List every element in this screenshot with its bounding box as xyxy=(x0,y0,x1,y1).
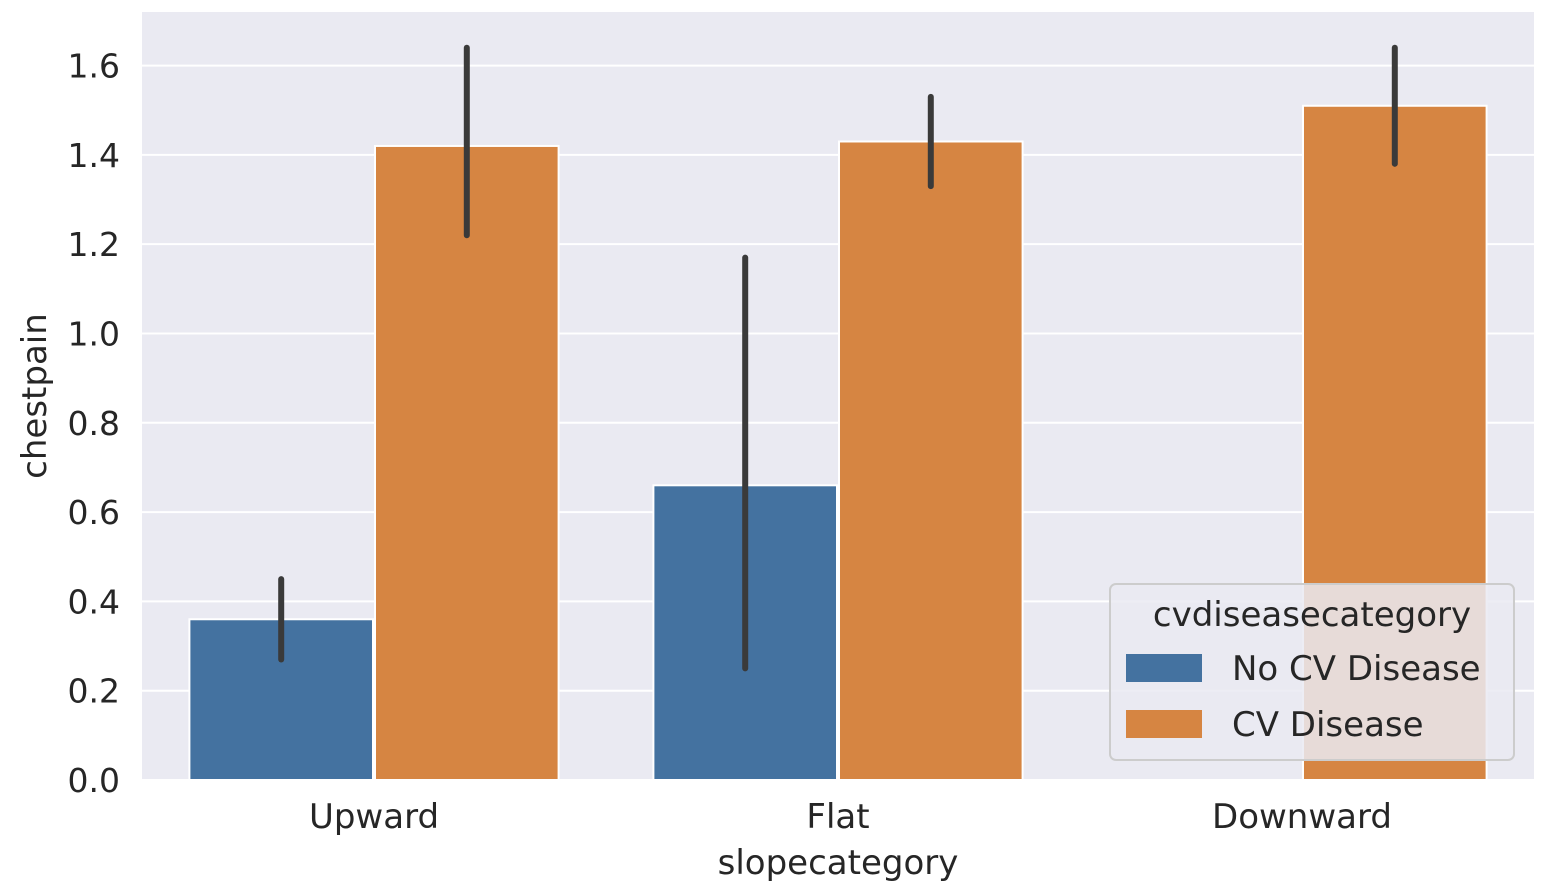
legend-swatch xyxy=(1126,710,1202,738)
error-bars xyxy=(278,44,1398,672)
legend-items: No CV Disease CV Disease xyxy=(1126,649,1481,745)
y-axis-ticks: 0.0 0.2 0.4 0.6 0.8 1.0 1.2 1.4 1.6 xyxy=(68,47,120,800)
legend: cvdiseasecategory No CV Disease CV Diseas… xyxy=(1109,583,1515,761)
legend-frame xyxy=(1109,583,1515,761)
y-tick-label: 1.0 xyxy=(68,314,120,353)
y-tick-label: 0.4 xyxy=(68,582,120,621)
legend-label: CV Disease xyxy=(1232,705,1424,745)
x-tick-label: Downward xyxy=(1212,797,1392,837)
y-tick-label: 1.6 xyxy=(68,47,120,86)
bar xyxy=(838,140,1024,782)
y-tick-label: 0.8 xyxy=(68,404,120,443)
y-tick-label: 1.4 xyxy=(68,136,120,175)
y-tick-label: 0.2 xyxy=(68,672,120,711)
y-tick-label: 1.2 xyxy=(68,225,120,264)
legend-title: cvdiseasecategory xyxy=(1153,595,1471,635)
y-axis-label: chestpain xyxy=(15,313,55,479)
y-tick-label: 0.6 xyxy=(68,493,120,532)
legend-label: No CV Disease xyxy=(1232,649,1481,689)
x-axis-label: slopecategory xyxy=(718,843,959,883)
x-tick-label: Flat xyxy=(806,797,869,837)
x-tick-label: Upward xyxy=(309,797,439,837)
x-axis-ticks: Upward Flat Downward xyxy=(309,797,1392,837)
legend-swatch xyxy=(1126,654,1202,682)
y-tick-label: 0.0 xyxy=(68,761,120,800)
bar xyxy=(374,144,560,781)
